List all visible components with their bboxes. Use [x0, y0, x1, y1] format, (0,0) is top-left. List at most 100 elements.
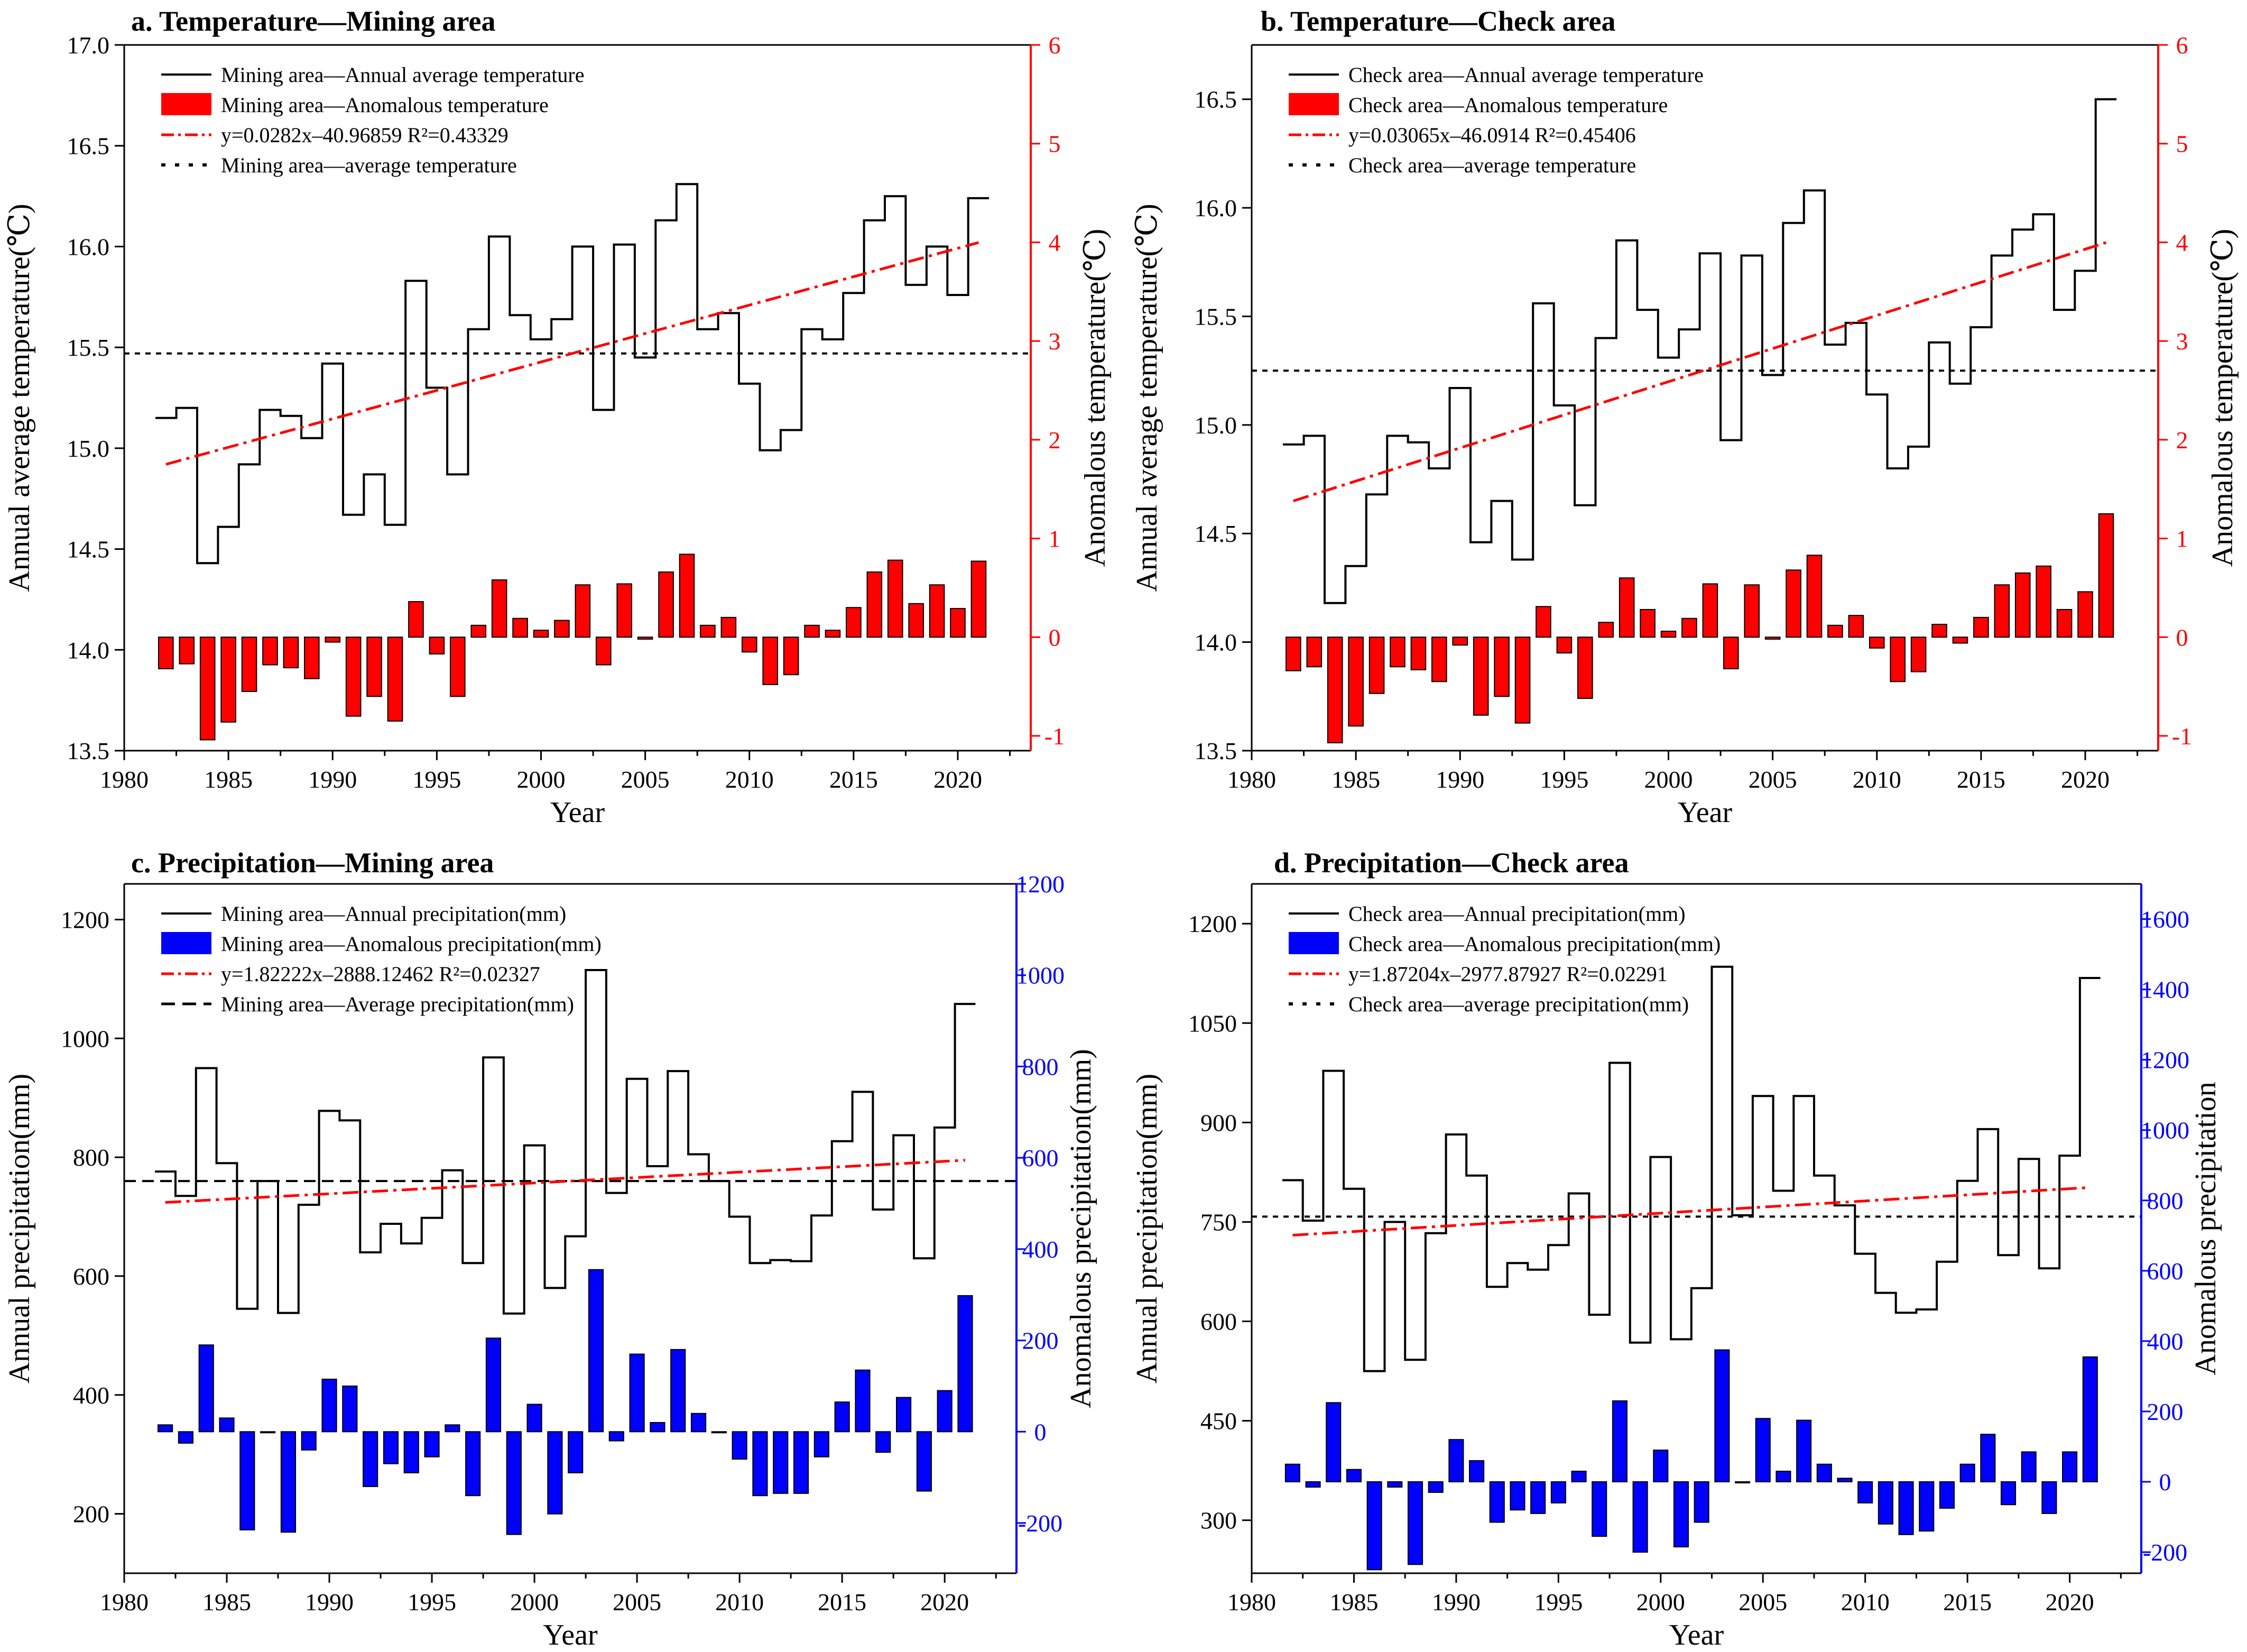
- x-tick-label: 1990: [1436, 766, 1484, 793]
- y-tick-label: 14.0: [1195, 629, 1237, 656]
- bar-2013: [804, 624, 820, 638]
- y2-tick-label: 2: [2176, 427, 2188, 454]
- y2-axis-label: Anomalous temperature(℃): [1079, 229, 1112, 567]
- y-axis-label: Annual precipitation(mm): [1131, 1074, 1163, 1383]
- bar-1983: [179, 636, 195, 665]
- x-tick-label: 2020: [2061, 766, 2110, 793]
- y-tick-label: 450: [1200, 1408, 1237, 1435]
- x-tick-label: 1985: [202, 1589, 251, 1616]
- bar-1996: [450, 636, 466, 697]
- bar-1984: [1326, 1402, 1342, 1483]
- chart-title: d. Precipitation—Check area: [1274, 847, 1629, 879]
- y-tick-label: 750: [1200, 1208, 1237, 1235]
- bar-2012: [1910, 636, 1927, 672]
- bar-2001: [554, 620, 570, 638]
- y2-tick-label: 1600: [2141, 906, 2189, 933]
- x-axis-label: Year: [543, 1619, 598, 1651]
- bar-2013: [793, 1431, 809, 1494]
- x-tick-label: 1995: [408, 1589, 456, 1616]
- bar-1983: [1305, 1481, 1321, 1488]
- bar-1985: [1346, 1469, 1362, 1483]
- bar-1998: [1619, 577, 1635, 638]
- bar-1996: [445, 1424, 460, 1433]
- x-tick-label: 1980: [1227, 1589, 1276, 1616]
- bar-2005: [637, 636, 653, 640]
- bar-2011: [752, 1431, 768, 1497]
- y-tick-label: 1000: [61, 1025, 109, 1052]
- bar-1985: [220, 636, 236, 723]
- y2-tick-label: -200: [2143, 1539, 2187, 1566]
- legend-swatch-bar: [161, 93, 211, 115]
- x-tick-label: 2000: [1636, 1589, 1685, 1616]
- bar-1991: [1473, 636, 1489, 716]
- bar-2008: [1827, 624, 1843, 638]
- y2-tick-label: 1: [1049, 525, 1061, 552]
- bar-2003: [588, 1269, 604, 1433]
- y2-axis-label: Anomalous temperature(℃): [2206, 229, 2239, 567]
- bar-1999: [506, 1431, 522, 1535]
- bar-2000: [1660, 631, 1677, 638]
- x-tick-label: 1995: [1534, 1589, 1583, 1616]
- x-tick-label: 2000: [517, 766, 566, 793]
- bar-2005: [1764, 636, 1781, 640]
- y2-tick-label: 6: [2176, 32, 2188, 59]
- bar-1987: [260, 1431, 276, 1434]
- bar-2021: [970, 560, 987, 638]
- bar-1986: [1366, 1481, 1382, 1571]
- bar-1992: [1494, 636, 1510, 697]
- bar-1997: [1598, 622, 1614, 638]
- y2-tick-label: -1: [2172, 723, 2192, 750]
- chart-panel-a: a. Temperature—Mining area 1980 1985 1990 19…: [3, 5, 1112, 829]
- bar-2006: [658, 571, 674, 638]
- x-axis-label: Year: [550, 796, 605, 829]
- bar-2014: [813, 1431, 829, 1457]
- bar-2011: [762, 636, 778, 685]
- bar-2016: [1980, 1434, 1996, 1483]
- y2-tick-label: 400: [1022, 1236, 1059, 1263]
- y-tick-label: 13.5: [67, 737, 110, 764]
- bar-1994: [408, 601, 424, 638]
- bar-1991: [345, 636, 362, 717]
- trend-line: [1292, 1186, 2091, 1237]
- trend-line: [1293, 241, 2107, 502]
- y2-tick-label: -200: [1018, 1510, 1062, 1537]
- chart-panel-b: b. Temperature—Check area 1980 1985 1990 199…: [1131, 5, 2239, 829]
- bar-2018: [895, 1397, 912, 1433]
- y2-tick-label: 0: [1034, 1418, 1047, 1445]
- x-tick-label: 2000: [510, 1589, 559, 1616]
- bar-2012: [783, 636, 799, 676]
- bar-2005: [1755, 1418, 1771, 1483]
- bar-2021: [2098, 513, 2114, 638]
- bar-2009: [1848, 615, 1864, 638]
- chart-panel-c: c. Precipitation—Mining area 1980 1985 1990…: [3, 847, 1097, 1651]
- legend-label: Check area—Annual average temperature: [1348, 63, 1704, 87]
- bar-1999: [1632, 1481, 1648, 1553]
- x-tick-label: 2010: [1841, 1589, 1890, 1616]
- bar-2004: [616, 583, 633, 638]
- legend-label: Mining area—Average precipitation(mm): [221, 992, 574, 1016]
- x-axis-label: Year: [1669, 1619, 1724, 1651]
- bar-2001: [547, 1431, 563, 1515]
- bar-2004: [1744, 584, 1760, 638]
- bar-1982: [158, 1424, 173, 1433]
- bar-2004: [1735, 1481, 1751, 1484]
- bar-2020: [2077, 591, 2093, 638]
- bar-1996: [1571, 1471, 1587, 1483]
- y2-tick-label: 600: [2147, 1258, 2184, 1285]
- bar-2015: [834, 1401, 850, 1433]
- bar-2007: [670, 1349, 686, 1433]
- bar-1995: [429, 636, 445, 655]
- y2-tick-label: 5: [1049, 131, 1061, 158]
- y2-tick-label: 800: [2147, 1187, 2184, 1214]
- bar-1998: [485, 1337, 502, 1433]
- legend-swatch-bar: [1289, 93, 1339, 115]
- y-tick-label: 14.5: [1195, 520, 1237, 547]
- bar-1993: [383, 1431, 399, 1464]
- bar-1997: [465, 1431, 481, 1497]
- bar-1989: [301, 1431, 317, 1451]
- x-tick-label: 1995: [1540, 766, 1588, 793]
- bar-1984: [1327, 636, 1343, 744]
- annual-step-line: [1283, 98, 2117, 604]
- y2-tick-label: 0: [1049, 624, 1061, 651]
- y2-axis-label: Anomalous precipitation: [2189, 1082, 2222, 1375]
